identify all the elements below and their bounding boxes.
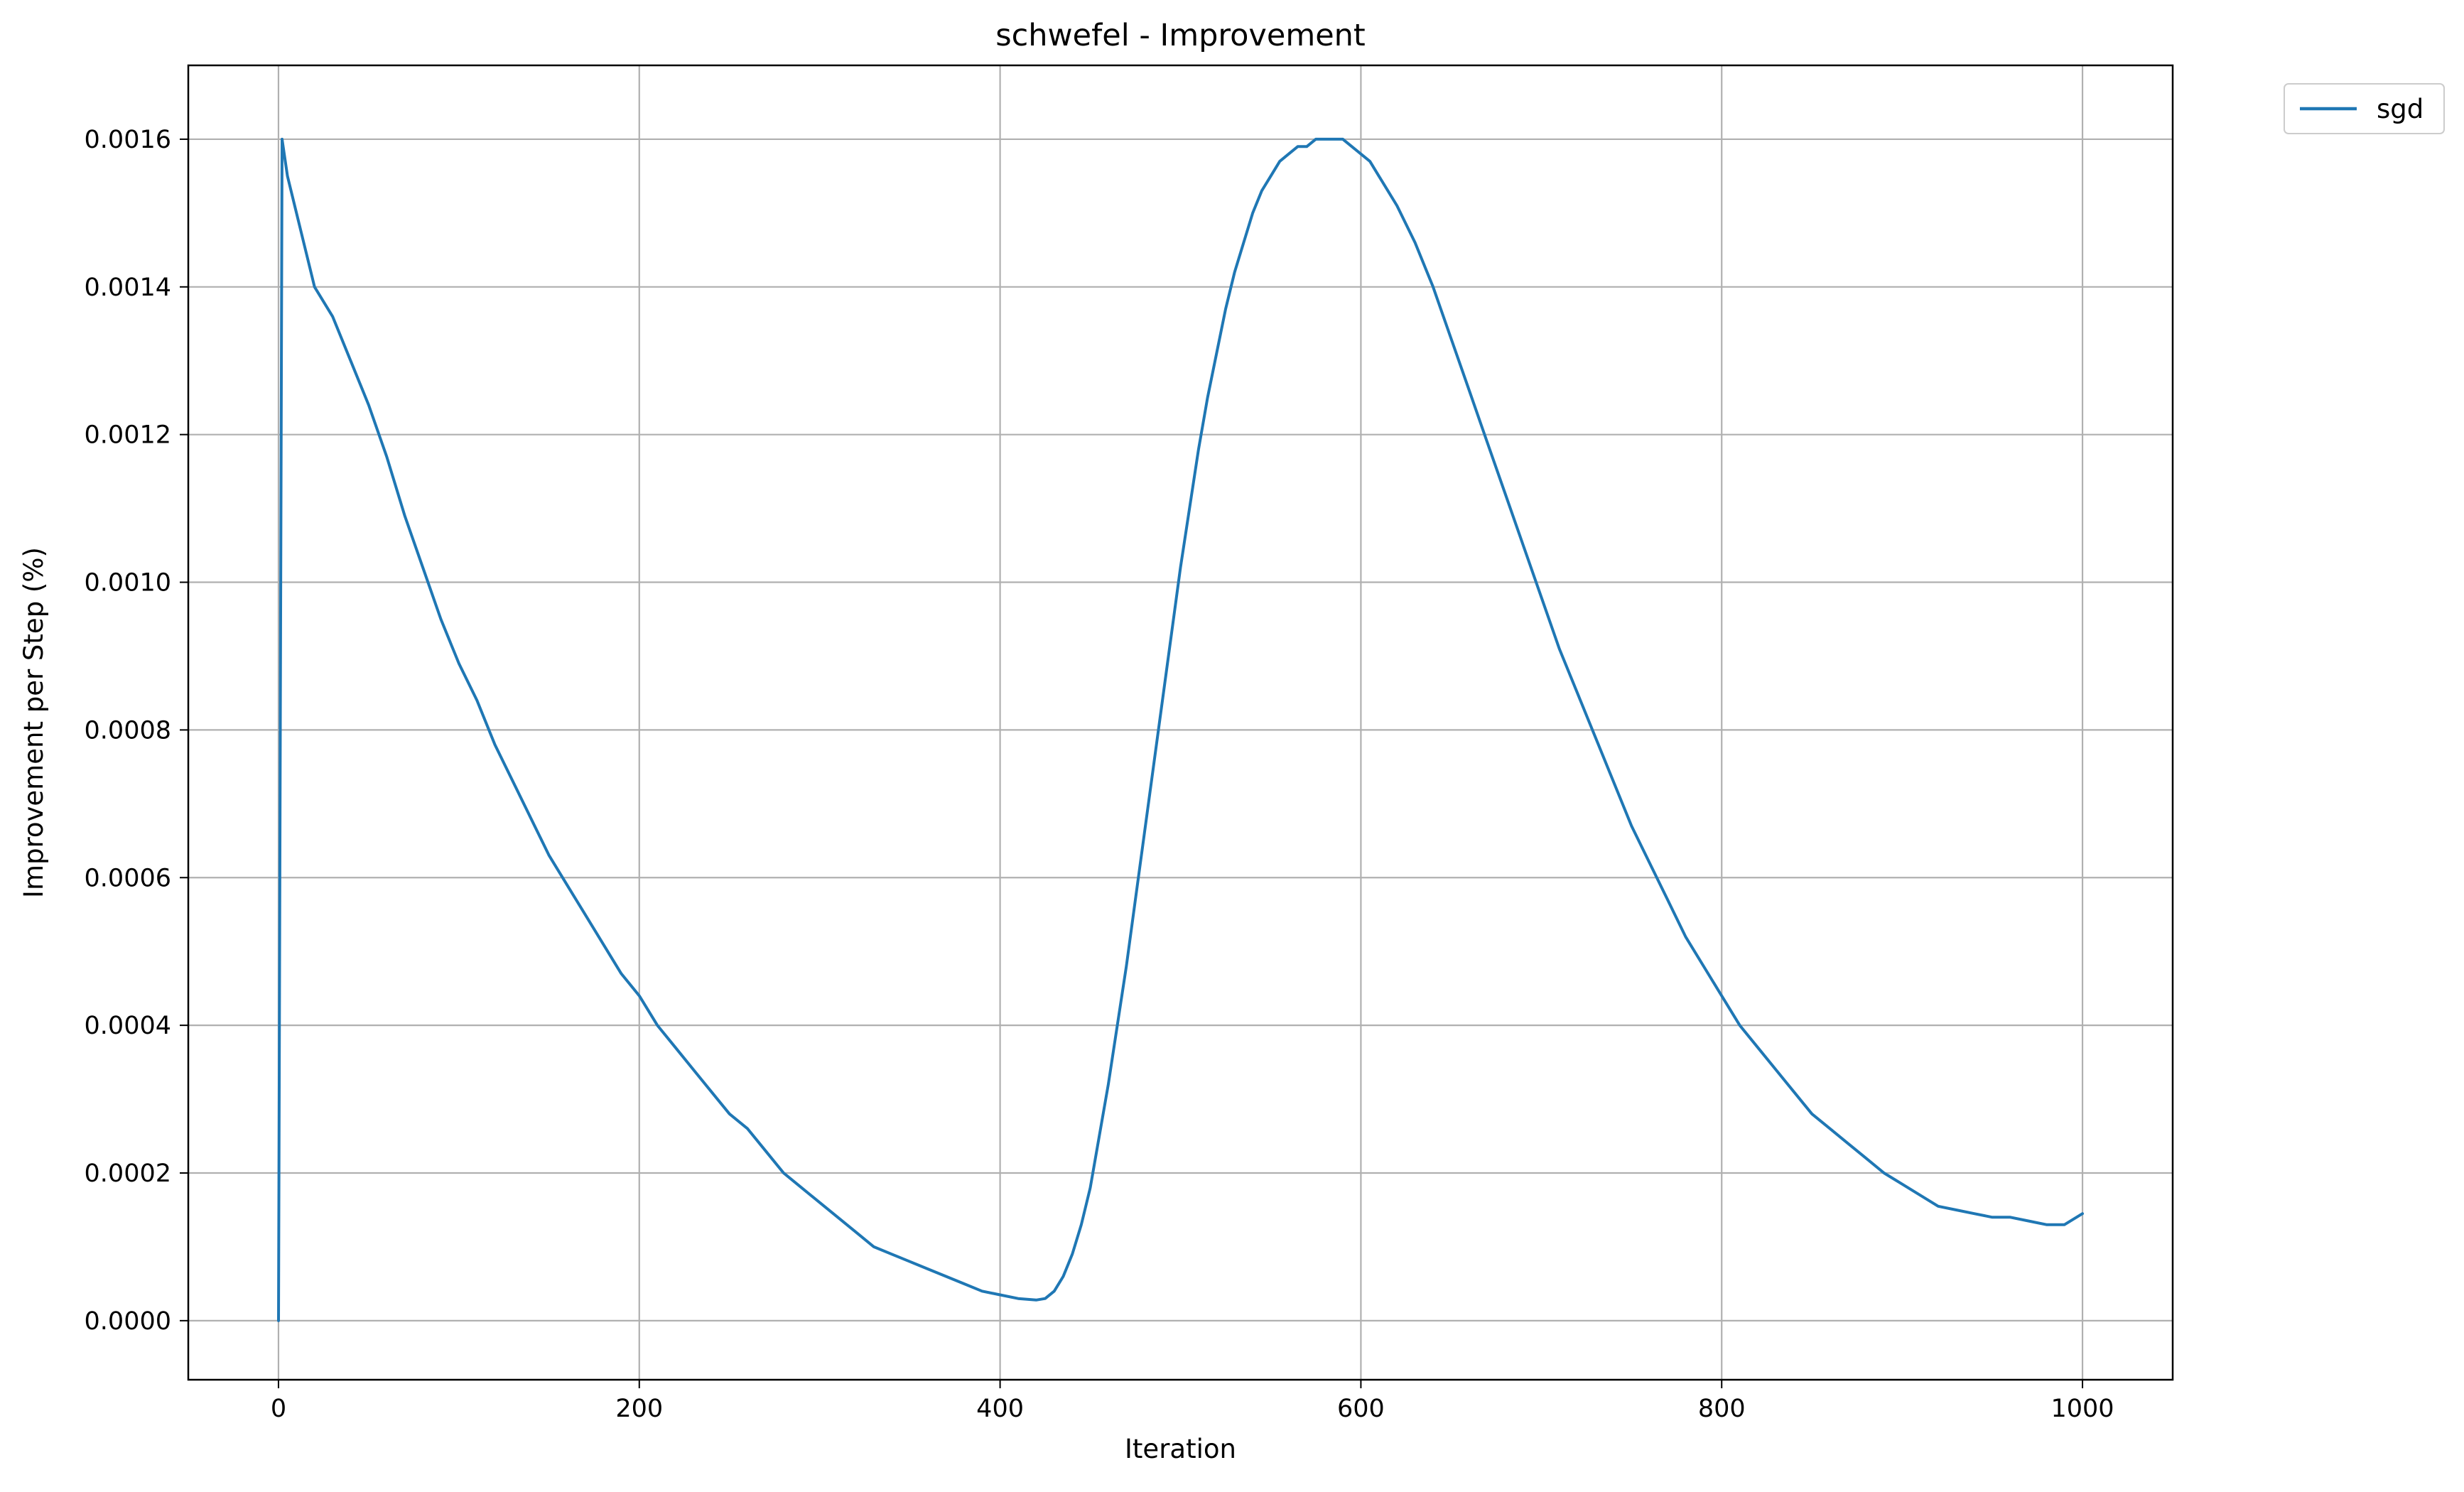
y-tick-label: 0.0010 <box>85 569 171 598</box>
x-tick-label: 0 <box>271 1395 286 1423</box>
x-tick-label: 400 <box>976 1395 1024 1423</box>
x-tick-label: 1000 <box>2051 1395 2114 1423</box>
y-tick-label: 0.0000 <box>85 1307 171 1336</box>
series-line-sgd <box>277 137 2084 1322</box>
x-tick-label: 600 <box>1337 1395 1385 1423</box>
series-layer <box>277 137 2084 1322</box>
x-axis-ticks: 0 200 400 600 800 1000 <box>271 1380 2114 1423</box>
y-tick-label: 0.0008 <box>85 716 171 745</box>
y-axis-ticks: 0.0000 0.0002 0.0004 0.0006 0.0008 0.0010 0.00… <box>85 126 188 1336</box>
chart-title: schwefel - Improvement <box>995 18 1366 53</box>
y-axis-title: Improvement per Step (%) <box>18 547 49 898</box>
y-tick-label: 0.0016 <box>85 126 171 154</box>
x-axis-title: Iteration <box>1125 1434 1236 1464</box>
y-tick-label: 0.0012 <box>85 421 171 450</box>
x-tick-label: 800 <box>1698 1395 1746 1423</box>
legend-label: sgd <box>2377 94 2424 124</box>
y-tick-label: 0.0006 <box>85 864 171 892</box>
y-tick-label: 0.0002 <box>85 1159 171 1188</box>
y-tick-label: 0.0014 <box>85 274 171 302</box>
legend: sgd <box>2284 83 2445 134</box>
x-tick-label: 200 <box>615 1395 663 1423</box>
y-tick-label: 0.0004 <box>85 1012 171 1040</box>
plot-frame <box>187 64 2174 1381</box>
legend-box <box>2284 83 2445 134</box>
grid-lines <box>188 65 2173 1380</box>
